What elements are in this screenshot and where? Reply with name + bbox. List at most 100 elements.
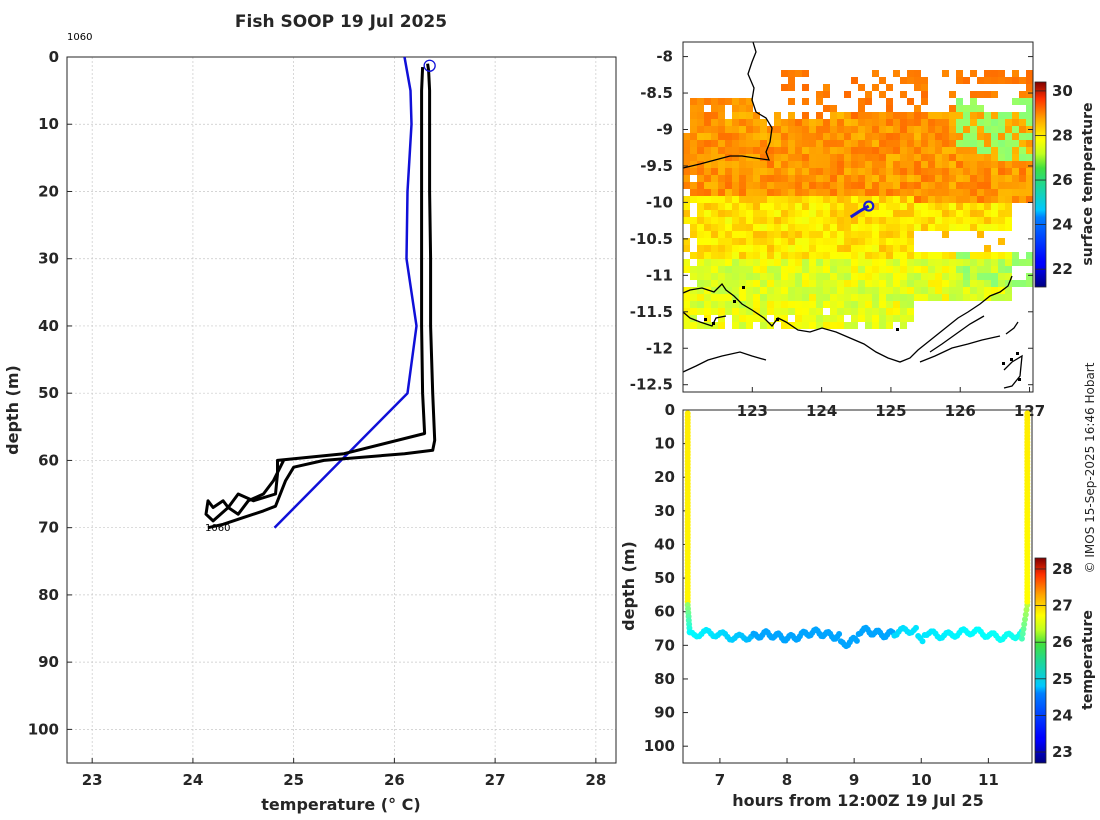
- sst-cell: [830, 322, 837, 329]
- sst-cell: [774, 245, 781, 252]
- sst-cell: [690, 315, 697, 322]
- sst-cell: [823, 287, 830, 294]
- sst-cell: [704, 217, 711, 224]
- sst-cell: [760, 119, 767, 126]
- sst-cell: [732, 140, 739, 147]
- sst-cell: [711, 189, 718, 196]
- sst-cell: [802, 287, 809, 294]
- sst-cell: [802, 217, 809, 224]
- sst-cell: [809, 322, 816, 329]
- sst-cell: [949, 182, 956, 189]
- sst-cell: [795, 119, 802, 126]
- sst-cell: [1005, 273, 1012, 280]
- sst-cell: [844, 280, 851, 287]
- sst-cell: [732, 245, 739, 252]
- sst-cell: [690, 119, 697, 126]
- sst-cell: [844, 308, 851, 315]
- sst-cell: [865, 245, 872, 252]
- sst-cell: [886, 252, 893, 259]
- sst-cell: [998, 252, 1005, 259]
- sst-cell: [774, 294, 781, 301]
- sst-cell: [879, 217, 886, 224]
- sst-cell: [879, 203, 886, 210]
- sst-cell: [1005, 287, 1012, 294]
- sst-cell: [816, 112, 823, 119]
- sst-cell: [956, 70, 963, 77]
- sst-cell: [788, 287, 795, 294]
- sst-cell: [697, 182, 704, 189]
- sst-cell: [879, 147, 886, 154]
- sst-cell: [1026, 98, 1033, 105]
- sst-cell: [963, 224, 970, 231]
- sst-cell: [872, 259, 879, 266]
- sst-cell: [746, 105, 753, 112]
- sst-cell: [725, 266, 732, 273]
- sst-cell: [1005, 119, 1012, 126]
- sst-cell: [690, 140, 697, 147]
- sst-cell: [823, 154, 830, 161]
- sst-cell: [914, 287, 921, 294]
- sst-cell: [725, 98, 732, 105]
- sst-cell: [1026, 161, 1033, 168]
- sst-cell: [991, 287, 998, 294]
- sst-cell: [774, 126, 781, 133]
- sst-cell: [704, 147, 711, 154]
- sst-cell: [865, 266, 872, 273]
- sst-cell: [753, 196, 760, 203]
- sst-cell: [886, 119, 893, 126]
- sst-cell: [991, 224, 998, 231]
- sst-cell: [697, 273, 704, 280]
- sst-cell: [921, 266, 928, 273]
- sst-cell: [683, 238, 690, 245]
- sst-cell: [956, 98, 963, 105]
- sst-cell: [816, 133, 823, 140]
- sst-cell: [718, 280, 725, 287]
- sst-cell: [900, 301, 907, 308]
- sst-cell: [1026, 133, 1033, 140]
- sst-cell: [942, 210, 949, 217]
- sst-cell: [774, 147, 781, 154]
- sst-cell: [921, 84, 928, 91]
- sst-cell: [732, 161, 739, 168]
- sst-cell: [767, 266, 774, 273]
- sst-cell: [753, 224, 760, 231]
- sst-cell: [767, 168, 774, 175]
- sst-cell: [970, 140, 977, 147]
- sst-cell: [879, 133, 886, 140]
- sst-cell: [935, 210, 942, 217]
- sst-cell: [816, 98, 823, 105]
- sst-cell: [879, 224, 886, 231]
- sst-cell: [949, 210, 956, 217]
- sst-cell: [991, 294, 998, 301]
- sst-cell: [921, 182, 928, 189]
- sst-cell: [711, 203, 718, 210]
- sst-cell: [823, 91, 830, 98]
- sst-cell: [767, 301, 774, 308]
- sst-cell: [956, 266, 963, 273]
- sst-cell: [830, 175, 837, 182]
- sst-cell: [956, 154, 963, 161]
- sst-cell: [984, 182, 991, 189]
- sst-cell: [711, 294, 718, 301]
- sst-cell: [935, 161, 942, 168]
- sst-cell: [683, 168, 690, 175]
- sst-cell: [907, 203, 914, 210]
- sst-cell: [690, 294, 697, 301]
- sst-cell: [1019, 280, 1026, 287]
- sst-cell: [858, 203, 865, 210]
- sst-cell: [732, 217, 739, 224]
- sst-cell: [858, 280, 865, 287]
- sst-cell: [956, 252, 963, 259]
- sst-cell: [739, 315, 746, 322]
- sst-cell: [711, 231, 718, 238]
- sst-cell: [928, 266, 935, 273]
- sst-cell: [914, 133, 921, 140]
- sst-cell: [774, 154, 781, 161]
- sst-cell: [921, 259, 928, 266]
- sst-cell: [844, 126, 851, 133]
- sst-cell: [795, 182, 802, 189]
- sst-cell: [879, 168, 886, 175]
- sst-cell: [879, 196, 886, 203]
- sst-cell: [1005, 266, 1012, 273]
- timeseries-points: [684, 410, 1031, 650]
